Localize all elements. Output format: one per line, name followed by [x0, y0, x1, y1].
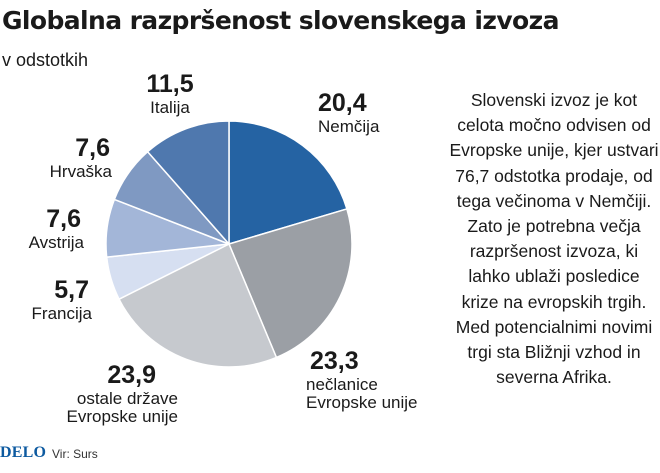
label-neclanice-value: 23,3 [310, 347, 359, 375]
pie-slice-neclanice [227, 208, 353, 359]
pie-slice-italija [146, 120, 230, 246]
label-avstrija: 7,6 Avstrija [12, 205, 84, 252]
label-hrvaska: 7,6 Hrvaška [12, 134, 112, 181]
label-ostale-name-2: Evropske unije [66, 407, 178, 427]
label-hrvaska-name: Hrvaška [49, 161, 112, 181]
label-francija-name: Francija [31, 303, 92, 323]
label-avstrija-name: Avstrija [28, 232, 84, 252]
pie-slice-nemcija [228, 120, 348, 246]
label-neclanice-name-1: nečlanice [306, 374, 378, 394]
chart-title: Globalna razpršenost slovenskega izvoza [2, 6, 559, 35]
label-italija: 11,5 Italija [118, 70, 222, 117]
label-italija-name: Italija [150, 97, 190, 117]
label-nemcija-name: Nemčija [318, 116, 380, 136]
label-neclanice: 23,3 nečlanice Evropske unije [306, 347, 418, 413]
label-nemcija-value: 20,4 [318, 89, 367, 117]
label-avstrija-value: 7,6 [46, 205, 81, 233]
label-ostale-value: 23,9 [107, 361, 156, 389]
delo-logo: DELO [0, 444, 47, 461]
source-note: Vir: Surs [52, 447, 98, 461]
label-francija: 5,7 Francija [20, 276, 92, 323]
label-hrvaska-value: 7,6 [75, 134, 110, 162]
label-nemcija: 20,4 Nemčija [318, 89, 380, 136]
label-neclanice-name-2: Evropske unije [306, 393, 418, 413]
label-italija-value: 11,5 [146, 70, 194, 98]
explanatory-note: Slovenski izvoz je kot celota močno odvi… [449, 90, 659, 388]
chart-subtitle: v odstotkih [2, 50, 89, 70]
label-ostale: 23,9 ostale države Evropske unije [58, 361, 178, 427]
pie-slice-ostale [118, 242, 278, 368]
label-francija-value: 5,7 [54, 276, 89, 304]
label-ostale-name-1: ostale države [76, 388, 178, 408]
